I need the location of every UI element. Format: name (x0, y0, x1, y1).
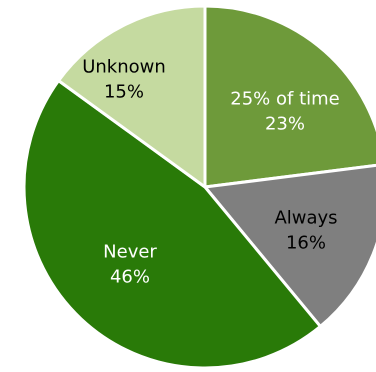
slice-label-value: 16% (286, 233, 326, 254)
pie-slice-25-of-time (203, 4, 376, 189)
pie-labels: 25% of time 23% Always 16% Never 46% Unknown 15… (82, 57, 340, 288)
slice-label: 25% of time 23% (230, 89, 339, 135)
slice-label-category: Unknown (82, 57, 166, 78)
slice-label: Always 16% (274, 208, 337, 254)
slice-label-value: 23% (265, 114, 305, 135)
pie-slice-never (22, 79, 322, 370)
pie-slice-always (203, 163, 376, 328)
pie-slices (22, 4, 376, 370)
slice-label-category: 25% of time (230, 89, 339, 110)
slice-label-category: Never (103, 242, 157, 263)
slice-label-value: 46% (110, 267, 150, 288)
slice-label: Never 46% (103, 242, 157, 288)
slice-label: Unknown 15% (82, 57, 166, 103)
slice-label-value: 15% (104, 82, 144, 103)
pie-slice-unknown (57, 4, 207, 189)
slice-label-category: Always (274, 208, 337, 229)
